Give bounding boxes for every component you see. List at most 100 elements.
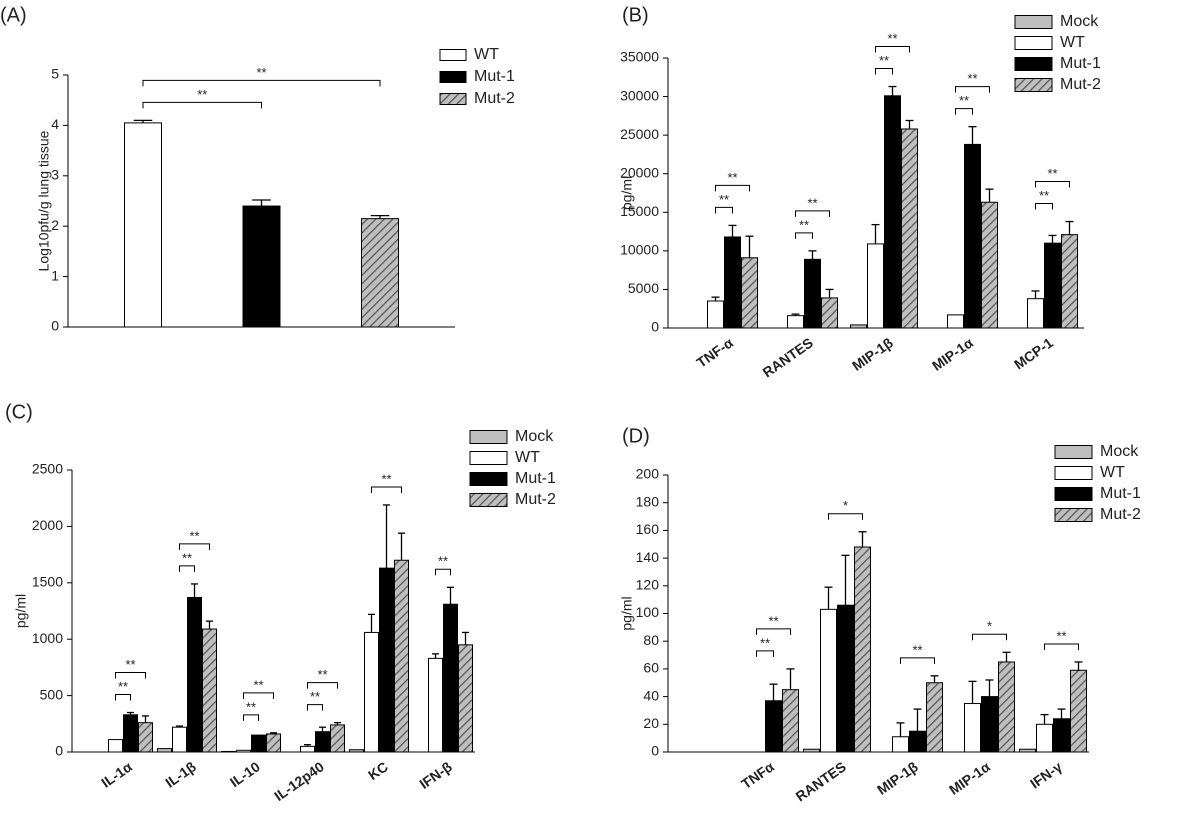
legend-swatch (469, 472, 508, 486)
y-tick-label: 20000 (620, 164, 659, 180)
error-bar (176, 725, 183, 728)
legend-swatch (1014, 57, 1053, 71)
legend-label: Mut-1 (1100, 485, 1141, 502)
significance-bracket (955, 86, 990, 93)
bar (901, 128, 918, 329)
significance-label: * (843, 498, 848, 513)
bar (138, 722, 153, 753)
legend-label: Mock (1100, 443, 1139, 460)
error-bar (319, 726, 326, 732)
x-tick-label: MIP-1α (929, 334, 976, 374)
significance-label: ** (879, 53, 889, 68)
bar (458, 644, 473, 753)
error-bar (1002, 651, 1011, 662)
error-bar (913, 708, 922, 732)
x-tick-label: RANTES (793, 758, 849, 804)
y-tick-label: 80 (643, 632, 659, 648)
legend-label: Mut-1 (515, 470, 556, 487)
bar (782, 689, 799, 753)
error-bar (304, 744, 311, 747)
bar (821, 297, 838, 329)
significance-bracket (243, 714, 259, 721)
x-tick-label: MCP-1 (1011, 334, 1056, 372)
error-bar (985, 679, 994, 697)
bar (926, 682, 943, 753)
significance-label: ** (1039, 188, 1049, 203)
significance-bracket (795, 210, 830, 217)
error-bar (896, 722, 905, 737)
error-bar (127, 711, 134, 715)
y-tick-label: 0 (55, 743, 63, 759)
y-tick-label: 500 (40, 686, 64, 702)
bar (157, 748, 172, 753)
bar (236, 749, 251, 753)
significance-bracket (756, 650, 774, 657)
y-tick-label: 0 (651, 743, 659, 759)
x-tick-label: IL-10 (227, 758, 263, 790)
bar (1027, 298, 1044, 329)
x-tick-label: IL-1α (98, 758, 135, 791)
y-tick-label: 5000 (628, 280, 659, 296)
error-bar (1074, 661, 1083, 671)
significance-bracket (756, 628, 791, 635)
x-tick-label: KC (365, 758, 391, 783)
significance-bracket (875, 46, 910, 53)
bar (964, 143, 981, 329)
error-bar (841, 554, 850, 606)
legend-swatch (469, 493, 508, 507)
bar (251, 734, 266, 753)
y-tick-label: 20 (643, 715, 659, 731)
bar (707, 300, 724, 329)
legend-swatch (469, 430, 508, 444)
significance-label: ** (967, 71, 977, 86)
bar (1061, 234, 1078, 329)
error-bar (383, 504, 390, 569)
significance-label: ** (438, 554, 448, 569)
bar (1053, 718, 1070, 753)
y-tick-label: 0 (51, 318, 59, 334)
panel-label: (B) (622, 4, 649, 26)
y-tick-label: 15000 (620, 203, 659, 219)
error-bar (1040, 713, 1049, 725)
error-bar (252, 199, 271, 207)
error-bar (985, 188, 994, 203)
panel-label: (D) (622, 425, 650, 447)
x-tick-label: IFN-β (416, 758, 455, 792)
y-tick-label: 1 (51, 267, 59, 283)
bar (724, 236, 741, 329)
significance-label: ** (959, 93, 969, 108)
y-axis-label: pg/ml (13, 594, 29, 628)
bar (850, 324, 867, 329)
error-bar (1065, 220, 1074, 235)
legend-label: Mut-2 (474, 90, 515, 107)
significance-label: ** (887, 31, 897, 46)
error-bar (968, 680, 977, 704)
legend-swatch (439, 71, 467, 83)
legend-swatch (469, 451, 508, 465)
significance-bracket (972, 633, 1007, 641)
significance-bracket (1035, 203, 1053, 210)
y-tick-label: 1500 (32, 574, 63, 590)
significance-label: ** (768, 613, 778, 628)
significance-label: ** (182, 550, 192, 565)
significance-bracket (371, 486, 402, 493)
error-bar (968, 126, 977, 145)
y-tick-label: 2500 (32, 461, 63, 477)
significance-label: ** (197, 87, 207, 102)
x-tick-label: MIP-1β (874, 758, 921, 798)
bar (1019, 748, 1036, 753)
error-bar (711, 296, 720, 301)
error-bar (808, 250, 817, 260)
significance-bracket (179, 565, 195, 572)
y-tick-label: 60 (643, 660, 659, 676)
y-tick-label: 200 (636, 466, 660, 482)
bar (803, 748, 820, 753)
bar (124, 122, 162, 328)
x-tick-label: TNFα (738, 758, 777, 792)
legend-label: Mut-2 (1100, 506, 1141, 523)
bar (1044, 242, 1061, 329)
x-tick-label: TNF-α (694, 334, 737, 371)
y-tick-label: 30000 (620, 87, 659, 103)
y-axis-label: pg/ml (619, 176, 635, 210)
bar (221, 750, 236, 753)
